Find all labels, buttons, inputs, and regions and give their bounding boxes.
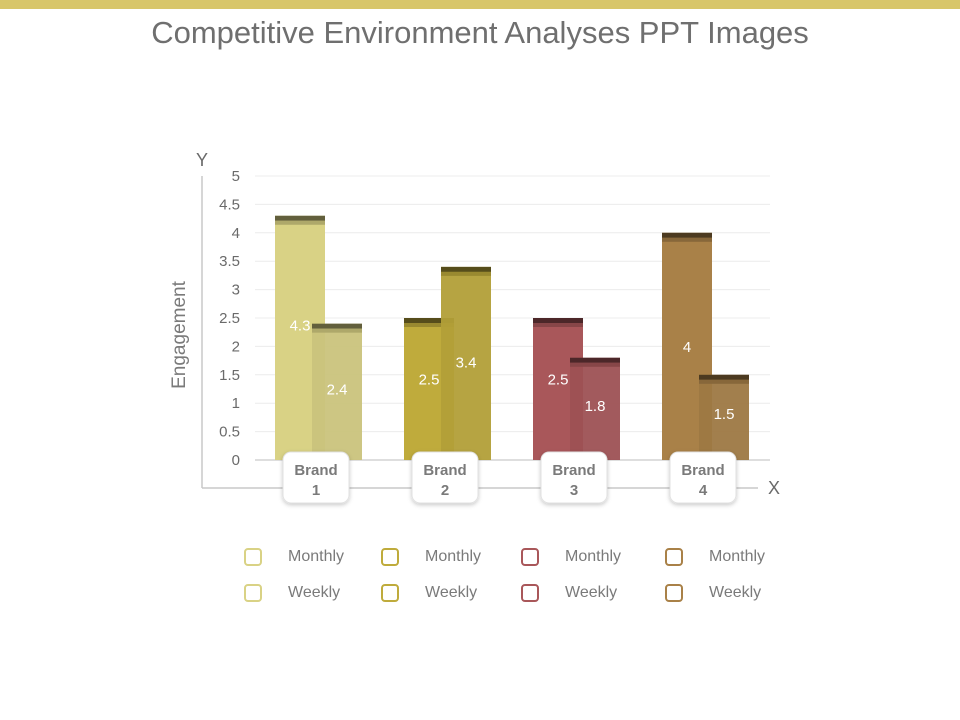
bar-weekly-brand-3 bbox=[570, 357, 620, 460]
bar-data-label: 4.3 bbox=[290, 318, 311, 335]
legend-label: Monthly bbox=[709, 548, 766, 565]
legend-label: Weekly bbox=[565, 584, 618, 601]
legend-label: Weekly bbox=[288, 584, 341, 601]
bar-weekly-brand-2 bbox=[441, 266, 491, 460]
legend-swatch bbox=[244, 584, 262, 602]
legend-swatch bbox=[665, 584, 683, 602]
bar-data-label: 1.8 bbox=[585, 398, 606, 415]
legend-label: Weekly bbox=[709, 584, 762, 601]
legend-label: Weekly bbox=[425, 584, 478, 601]
legend-item-monthly-brand-3: Monthly bbox=[521, 548, 621, 566]
y-tick-label: 4.5 bbox=[219, 196, 240, 213]
legend-swatch bbox=[381, 584, 399, 602]
category-box-brand-1 bbox=[282, 451, 350, 504]
bar-cap-shade bbox=[533, 323, 583, 327]
y-tick-label: 3.5 bbox=[219, 253, 240, 270]
y-tick-label: 2.5 bbox=[219, 310, 240, 327]
category-label-line1: Brand bbox=[681, 462, 724, 479]
legend-label: Monthly bbox=[288, 548, 345, 565]
legend-label: Monthly bbox=[565, 548, 622, 565]
y-tick-label: 1 bbox=[232, 395, 240, 412]
category-box-brand-3 bbox=[540, 451, 608, 504]
y-tick-label: 2 bbox=[232, 338, 240, 355]
category-box-brand-2 bbox=[411, 451, 479, 504]
bar-cap bbox=[441, 266, 491, 272]
category-label-line2: 1 bbox=[312, 482, 320, 499]
bar-cap bbox=[533, 318, 583, 323]
bar-cap-shade bbox=[441, 271, 491, 276]
top-accent-bar bbox=[0, 0, 960, 9]
bar-weekly-brand-1 bbox=[312, 323, 362, 460]
bar-cap-shade bbox=[699, 379, 749, 384]
y-tick-label: 4 bbox=[232, 225, 240, 242]
legend-item-weekly-brand-3: Weekly bbox=[521, 584, 617, 602]
bar-data-label: 3.4 bbox=[456, 354, 477, 371]
category-label-line1: Brand bbox=[423, 462, 466, 479]
bar-data-label: 2.5 bbox=[419, 372, 440, 389]
bar-data-label: 2.5 bbox=[548, 372, 569, 389]
bar-cap bbox=[699, 374, 749, 380]
legend-item-monthly-brand-1: Monthly bbox=[244, 548, 344, 566]
bar-cap bbox=[662, 232, 712, 238]
bar-cap bbox=[312, 323, 362, 329]
legend-label: Monthly bbox=[425, 548, 482, 565]
category-label-line2: 2 bbox=[441, 482, 449, 499]
category-label-line2: 4 bbox=[699, 482, 708, 499]
bar-cap-shade bbox=[275, 220, 325, 225]
x-axis-label: X bbox=[768, 478, 780, 498]
bar-cap-shade bbox=[662, 237, 712, 242]
category-box-brand-4 bbox=[669, 451, 737, 504]
bar-data-label: 4 bbox=[683, 339, 691, 356]
legend-swatch bbox=[244, 548, 262, 566]
legend-item-weekly-brand-2: Weekly bbox=[381, 584, 477, 602]
y-axis-letter: Y bbox=[196, 150, 208, 170]
y-tick-label: 1.5 bbox=[219, 367, 240, 384]
bar-cap-shade bbox=[312, 328, 362, 333]
bar-cap bbox=[570, 357, 620, 363]
bar-cap-shade bbox=[570, 362, 620, 367]
bar-cap-shade bbox=[404, 323, 454, 327]
bar-cap bbox=[404, 318, 454, 323]
bar-data-label: 1.5 bbox=[714, 406, 735, 423]
legend-item-weekly-brand-1: Weekly bbox=[244, 584, 340, 602]
y-tick-label: 0 bbox=[232, 452, 240, 469]
bar-weekly-brand-4 bbox=[699, 374, 749, 460]
legend-swatch bbox=[665, 548, 683, 566]
y-tick-label: 0.5 bbox=[219, 424, 240, 441]
y-tick-label: 3 bbox=[232, 282, 240, 299]
legend-item-monthly-brand-4: Monthly bbox=[665, 548, 765, 566]
page-title: Competitive Environment Analyses PPT Ima… bbox=[151, 15, 809, 50]
bar-data-label: 2.4 bbox=[327, 382, 348, 399]
legend-swatch bbox=[521, 548, 539, 566]
bar-cap bbox=[275, 215, 325, 221]
legend-item-weekly-brand-4: Weekly bbox=[665, 584, 761, 602]
category-label-line2: 3 bbox=[570, 482, 578, 499]
y-axis-label: Engagement bbox=[169, 280, 190, 388]
legend-swatch bbox=[381, 548, 399, 566]
legend-item-monthly-brand-2: Monthly bbox=[381, 548, 481, 566]
category-label-line1: Brand bbox=[552, 462, 595, 479]
legend-swatch bbox=[521, 584, 539, 602]
category-label-line1: Brand bbox=[294, 462, 337, 479]
y-tick-label: 5 bbox=[232, 168, 240, 185]
